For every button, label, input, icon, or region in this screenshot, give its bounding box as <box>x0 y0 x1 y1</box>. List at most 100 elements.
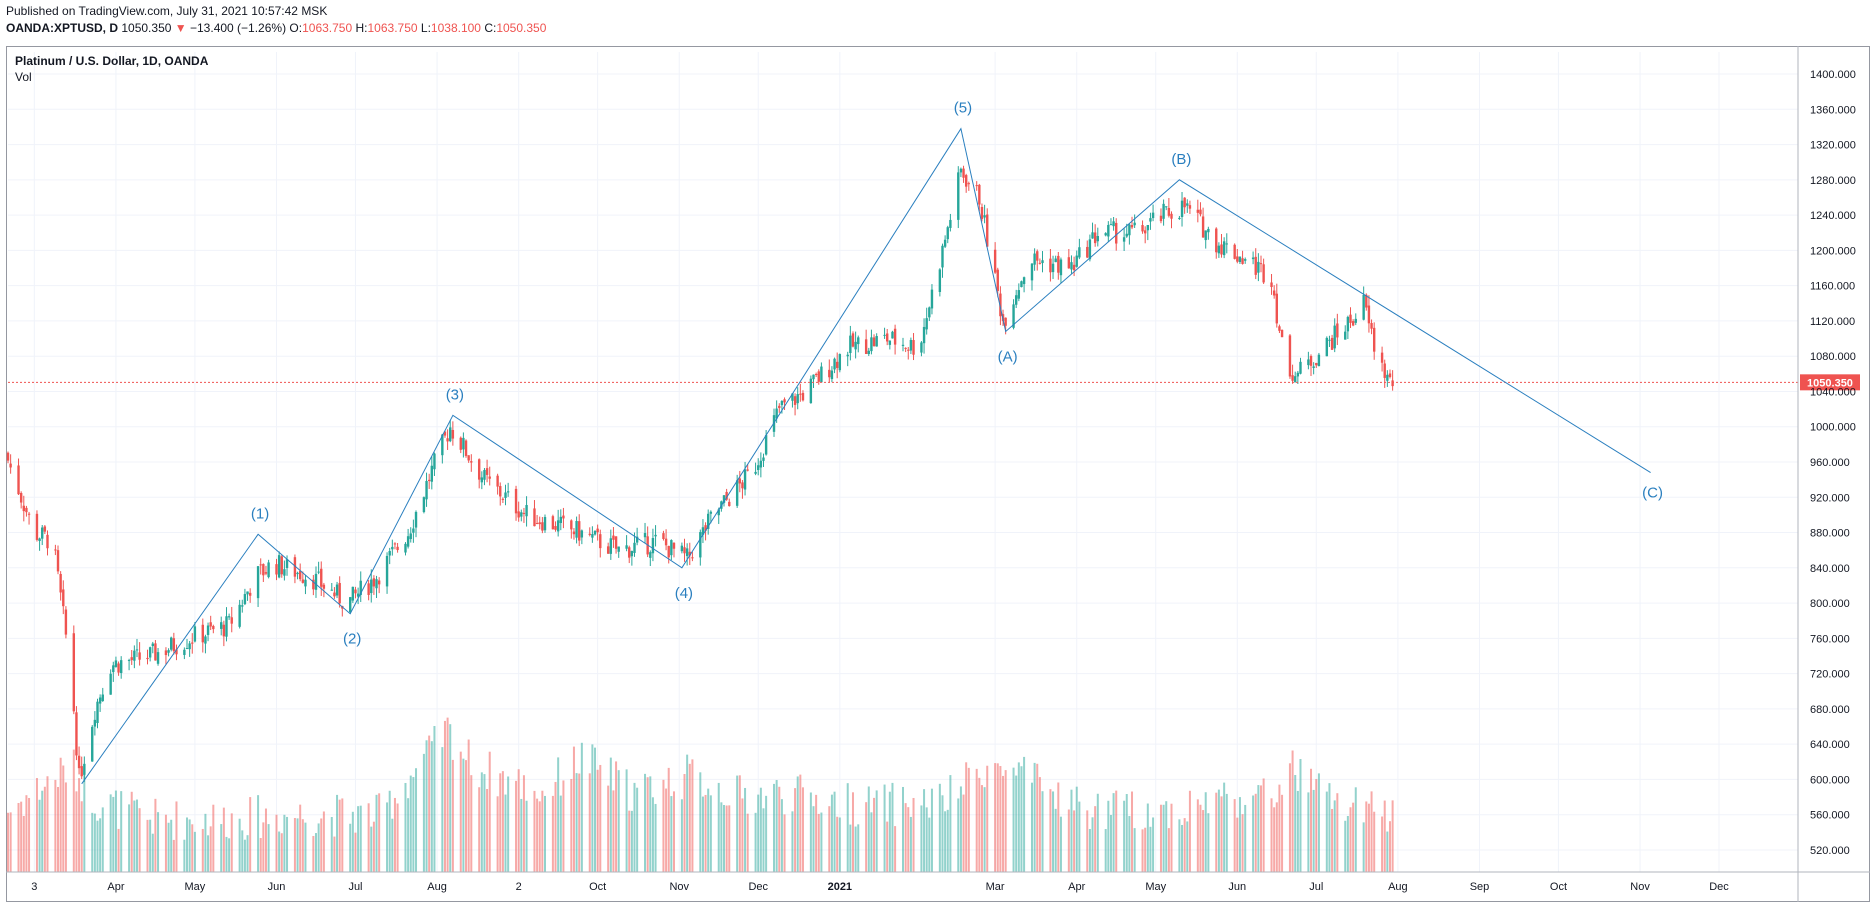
candle-body <box>809 378 813 404</box>
volume-bar <box>867 786 870 872</box>
candle-body <box>1351 321 1355 326</box>
volume-bar <box>501 771 504 872</box>
candle-body <box>683 547 686 554</box>
wave-label: (2) <box>343 631 361 648</box>
volume-bar <box>1262 778 1265 872</box>
candle-body <box>872 337 876 347</box>
volume-bar <box>883 784 886 872</box>
candle-body <box>941 245 944 268</box>
volume-bar <box>1188 790 1191 872</box>
volume-bar <box>1078 801 1081 872</box>
candle-body <box>441 434 444 456</box>
volume-bar <box>330 817 333 872</box>
candle-body <box>883 334 886 336</box>
candle-body <box>754 471 757 474</box>
candle-body <box>1391 380 1394 387</box>
candle-body <box>1346 316 1350 332</box>
volume-bar <box>164 814 167 872</box>
volume-bar <box>296 818 299 872</box>
high-label: H: <box>355 21 368 35</box>
volume-bar <box>1086 810 1089 872</box>
volume-bar <box>1238 797 1241 872</box>
candle-body <box>701 527 705 535</box>
candle-body <box>54 549 57 551</box>
time-tick-label: Jun <box>1228 881 1246 893</box>
candle-body <box>672 542 676 549</box>
chart-frame[interactable] <box>6 46 1870 902</box>
volume-bar <box>930 788 933 872</box>
candle-body <box>775 408 778 419</box>
volume-bar <box>488 751 491 872</box>
candle-body <box>1317 354 1321 367</box>
candle-body <box>967 183 971 185</box>
candle-body <box>1370 323 1373 329</box>
candle-body <box>1067 257 1071 269</box>
candle-body <box>780 400 784 406</box>
volume-bar <box>1236 817 1239 872</box>
candle-body <box>922 326 926 344</box>
volume-bar <box>1354 787 1357 872</box>
candle-body <box>1186 203 1189 206</box>
candle-body <box>1091 232 1094 239</box>
candle-body <box>1380 352 1384 363</box>
volume-bar <box>446 717 449 872</box>
volume-bar <box>633 782 636 872</box>
candle-body <box>688 551 691 556</box>
volume-bar <box>828 806 831 872</box>
volume-bar <box>1310 768 1313 872</box>
candle-body <box>830 370 834 380</box>
candle-body <box>651 538 655 554</box>
volume-bar <box>336 794 339 872</box>
candle-body <box>1146 224 1150 231</box>
candle-body <box>504 492 507 498</box>
volume-bar <box>728 805 731 872</box>
volume-bar <box>1288 763 1291 872</box>
volume-bar <box>680 799 683 872</box>
wave-label: (B) <box>1171 151 1191 168</box>
candle-body <box>796 394 799 404</box>
volume-bar <box>796 776 799 872</box>
candle-body <box>1207 228 1210 233</box>
candle-body <box>835 361 839 368</box>
candle-body <box>851 333 855 347</box>
candle-body <box>1093 232 1097 244</box>
volume-bar <box>1141 829 1144 872</box>
volume-bar <box>109 794 112 872</box>
candle-body <box>151 643 154 647</box>
candle-body <box>459 437 462 450</box>
volume-bar <box>725 805 728 872</box>
volume-bar <box>815 794 818 872</box>
volume-bar <box>451 759 454 872</box>
volume-bar <box>559 795 562 872</box>
candle-body <box>741 482 744 489</box>
volume-bar <box>615 761 618 872</box>
volume-bar <box>1109 814 1112 872</box>
volume-bar <box>720 802 723 872</box>
volume-bar <box>1133 828 1136 872</box>
volume-bar <box>378 793 381 872</box>
volume-bar <box>496 796 499 872</box>
volume-bar <box>462 758 465 872</box>
volume-bar <box>701 796 704 872</box>
volume-bar <box>783 814 786 872</box>
volume-bar <box>443 720 446 872</box>
wave-label: (1) <box>251 505 269 522</box>
candle-body <box>1170 213 1173 219</box>
candle-body <box>867 350 870 355</box>
candle-body <box>83 763 86 775</box>
candle-body <box>1336 323 1339 338</box>
volume-bar <box>41 790 44 872</box>
candle-body <box>41 527 44 539</box>
time-tick-label: 2 <box>516 881 522 893</box>
volume-bar <box>1131 791 1134 872</box>
volume-bar <box>949 775 952 872</box>
wave-label: (4) <box>675 585 693 602</box>
chart-legend: Platinum / U.S. Dollar, 1D, OANDA Vol <box>15 53 208 85</box>
candle-body <box>119 660 123 674</box>
candle-body <box>907 349 910 351</box>
candle-body <box>901 344 905 346</box>
candle-body <box>1220 244 1223 255</box>
candle-body <box>864 339 868 355</box>
candle-body <box>1030 263 1034 281</box>
